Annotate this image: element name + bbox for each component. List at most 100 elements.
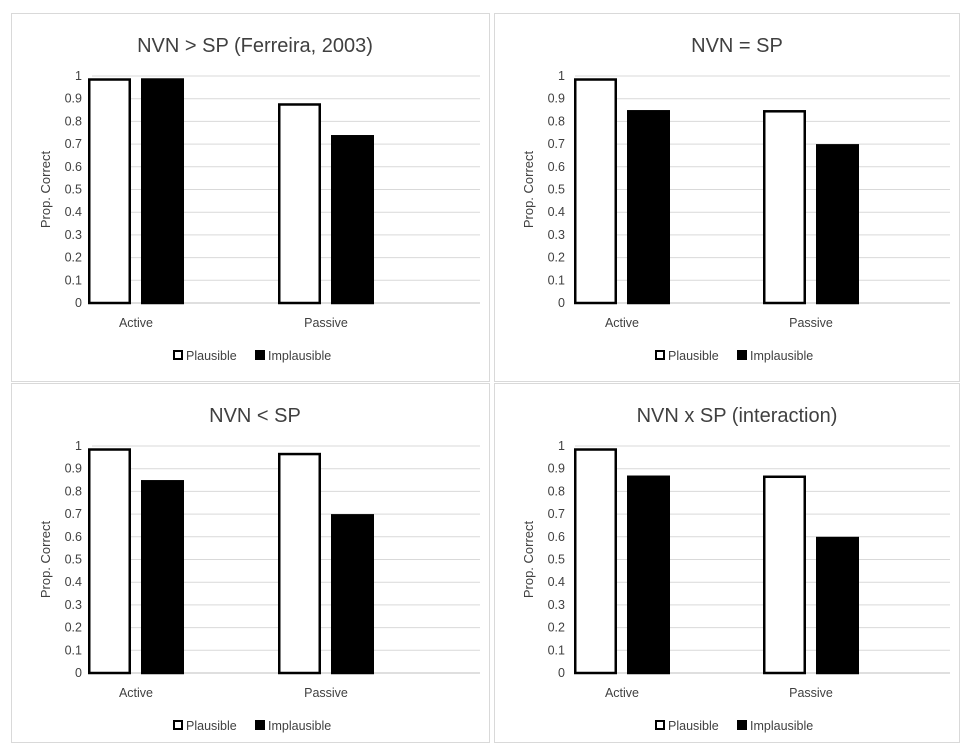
y-tick-label: 0.8 [548,114,565,128]
x-category-label: Active [119,316,153,330]
y-tick-label: 1 [75,69,82,83]
y-axis-label: Prop. Correct [38,150,53,228]
y-tick-label: 0 [75,296,82,310]
legend-swatch [255,720,265,730]
legend-swatch [255,350,265,360]
y-axis-label: Prop. Correct [521,150,536,228]
bar-implausible-passive [331,135,374,305]
y-axis-label: Prop. Correct [521,520,536,598]
y-tick-label: 0.2 [548,251,565,265]
legend-item-plausible: Plausible [173,719,237,733]
y-tick-label: 0.2 [548,621,565,635]
bar-chart: NVN x SP (interaction) 0 0.1 0.2 0.3 0.4 0.5 0.… [521,405,950,733]
x-category-label: Passive [789,686,833,700]
bar-implausible-passive [816,536,859,675]
bar-implausible-passive [331,514,374,675]
y-tick-label: 0.8 [65,484,82,498]
chart-panel-1: NVN > SP (Ferreira, 2003) 0 0.1 0.2 0.3 0.4 0.… [11,13,490,382]
legend-item-plausible: Plausible [173,349,237,363]
legend-swatch [173,720,183,730]
bar-plausible-active [574,78,617,305]
y-tick-label: 0.2 [65,621,82,635]
bar-implausible-active [141,480,184,675]
x-category-label: Active [119,686,153,700]
legend-label: Implausible [750,349,813,363]
bar-plausible-active [88,78,131,305]
bar-chart: NVN < SP 0 0.1 0.2 0.3 0.4 0.5 0.6 0.7 0.8 0.9 1 Pro… [38,405,480,733]
y-tick-label: 0.1 [65,643,82,657]
y-tick-label: 0.6 [65,530,82,544]
x-category-label: Passive [789,316,833,330]
y-tick-label: 0.8 [65,114,82,128]
x-category-label: Active [605,316,639,330]
y-tick-label: 0.5 [548,553,565,567]
chart-panel-4: NVN x SP (interaction) 0 0.1 0.2 0.3 0.4 0.5 0.… [494,383,960,743]
y-tick-label: 0 [558,666,565,680]
chart-title: NVN = SP [691,35,783,57]
y-tick-label: 0.9 [548,462,565,476]
x-category-label: Active [605,686,639,700]
legend-swatch [655,350,665,360]
legend-item-plausible: Plausible [655,719,719,733]
y-tick-label: 0.5 [65,183,82,197]
bar-chart: NVN = SP 0 0.1 0.2 0.3 0.4 0.5 0.6 0.7 0.8 0.9 1 Pro… [521,35,950,363]
y-tick-label: 0.7 [548,137,565,151]
legend-label: Plausible [668,349,719,363]
bar-plausible-passive [278,103,321,305]
chart-panel-3: NVN < SP 0 0.1 0.2 0.3 0.4 0.5 0.6 0.7 0.8 0.9 1 Pro… [11,383,490,743]
y-tick-label: 1 [558,439,565,453]
y-tick-label: 0.3 [65,598,82,612]
y-tick-label: 0.4 [65,575,82,589]
legend-item-plausible: Plausible [655,349,719,363]
legend-label: Plausible [668,719,719,733]
y-tick-label: 0.5 [65,553,82,567]
legend-swatch [655,720,665,730]
bar-plausible-active [88,448,131,675]
y-axis-label: Prop. Correct [38,520,53,598]
legend-item-implausible: Implausible [737,719,813,733]
y-tick-label: 0.3 [65,228,82,242]
legend-label: Implausible [268,719,331,733]
y-tick-label: 0 [558,296,565,310]
y-tick-label: 0.7 [65,137,82,151]
y-tick-label: 0.3 [548,228,565,242]
y-tick-label: 1 [558,69,565,83]
bar-plausible-passive [278,452,321,675]
chart-title: NVN < SP [209,405,301,427]
legend-item-implausible: Implausible [737,349,813,363]
y-tick-label: 0.9 [65,462,82,476]
bar-implausible-active [627,110,670,305]
y-tick-label: 0.5 [548,183,565,197]
chart-title: NVN > SP (Ferreira, 2003) [137,35,373,57]
bar-implausible-active [627,475,670,675]
bar-plausible-passive [763,110,806,305]
y-tick-label: 0.7 [548,507,565,521]
y-tick-label: 0.2 [65,251,82,265]
y-tick-label: 0.1 [548,643,565,657]
y-tick-label: 0 [75,666,82,680]
legend-label: Plausible [186,349,237,363]
y-tick-label: 0.1 [65,273,82,287]
y-tick-label: 0.4 [548,575,565,589]
y-tick-label: 0.9 [65,92,82,106]
bar-chart: NVN > SP (Ferreira, 2003) 0 0.1 0.2 0.3 0.4 0.… [38,35,480,363]
legend-swatch [737,720,747,730]
y-tick-label: 0.8 [548,484,565,498]
y-tick-label: 0.6 [548,530,565,544]
y-tick-label: 0.9 [548,92,565,106]
y-tick-label: 0.7 [65,507,82,521]
y-tick-label: 0.1 [548,273,565,287]
y-tick-label: 0.4 [65,205,82,219]
legend-swatch [737,350,747,360]
bar-implausible-active [141,78,184,305]
y-tick-label: 0.6 [65,160,82,174]
y-tick-label: 0.3 [548,598,565,612]
x-category-label: Passive [304,316,348,330]
legend-label: Implausible [750,719,813,733]
legend-swatch [173,350,183,360]
legend-item-implausible: Implausible [255,349,331,363]
bar-implausible-passive [816,144,859,305]
y-tick-label: 0.4 [548,205,565,219]
legend-label: Plausible [186,719,237,733]
